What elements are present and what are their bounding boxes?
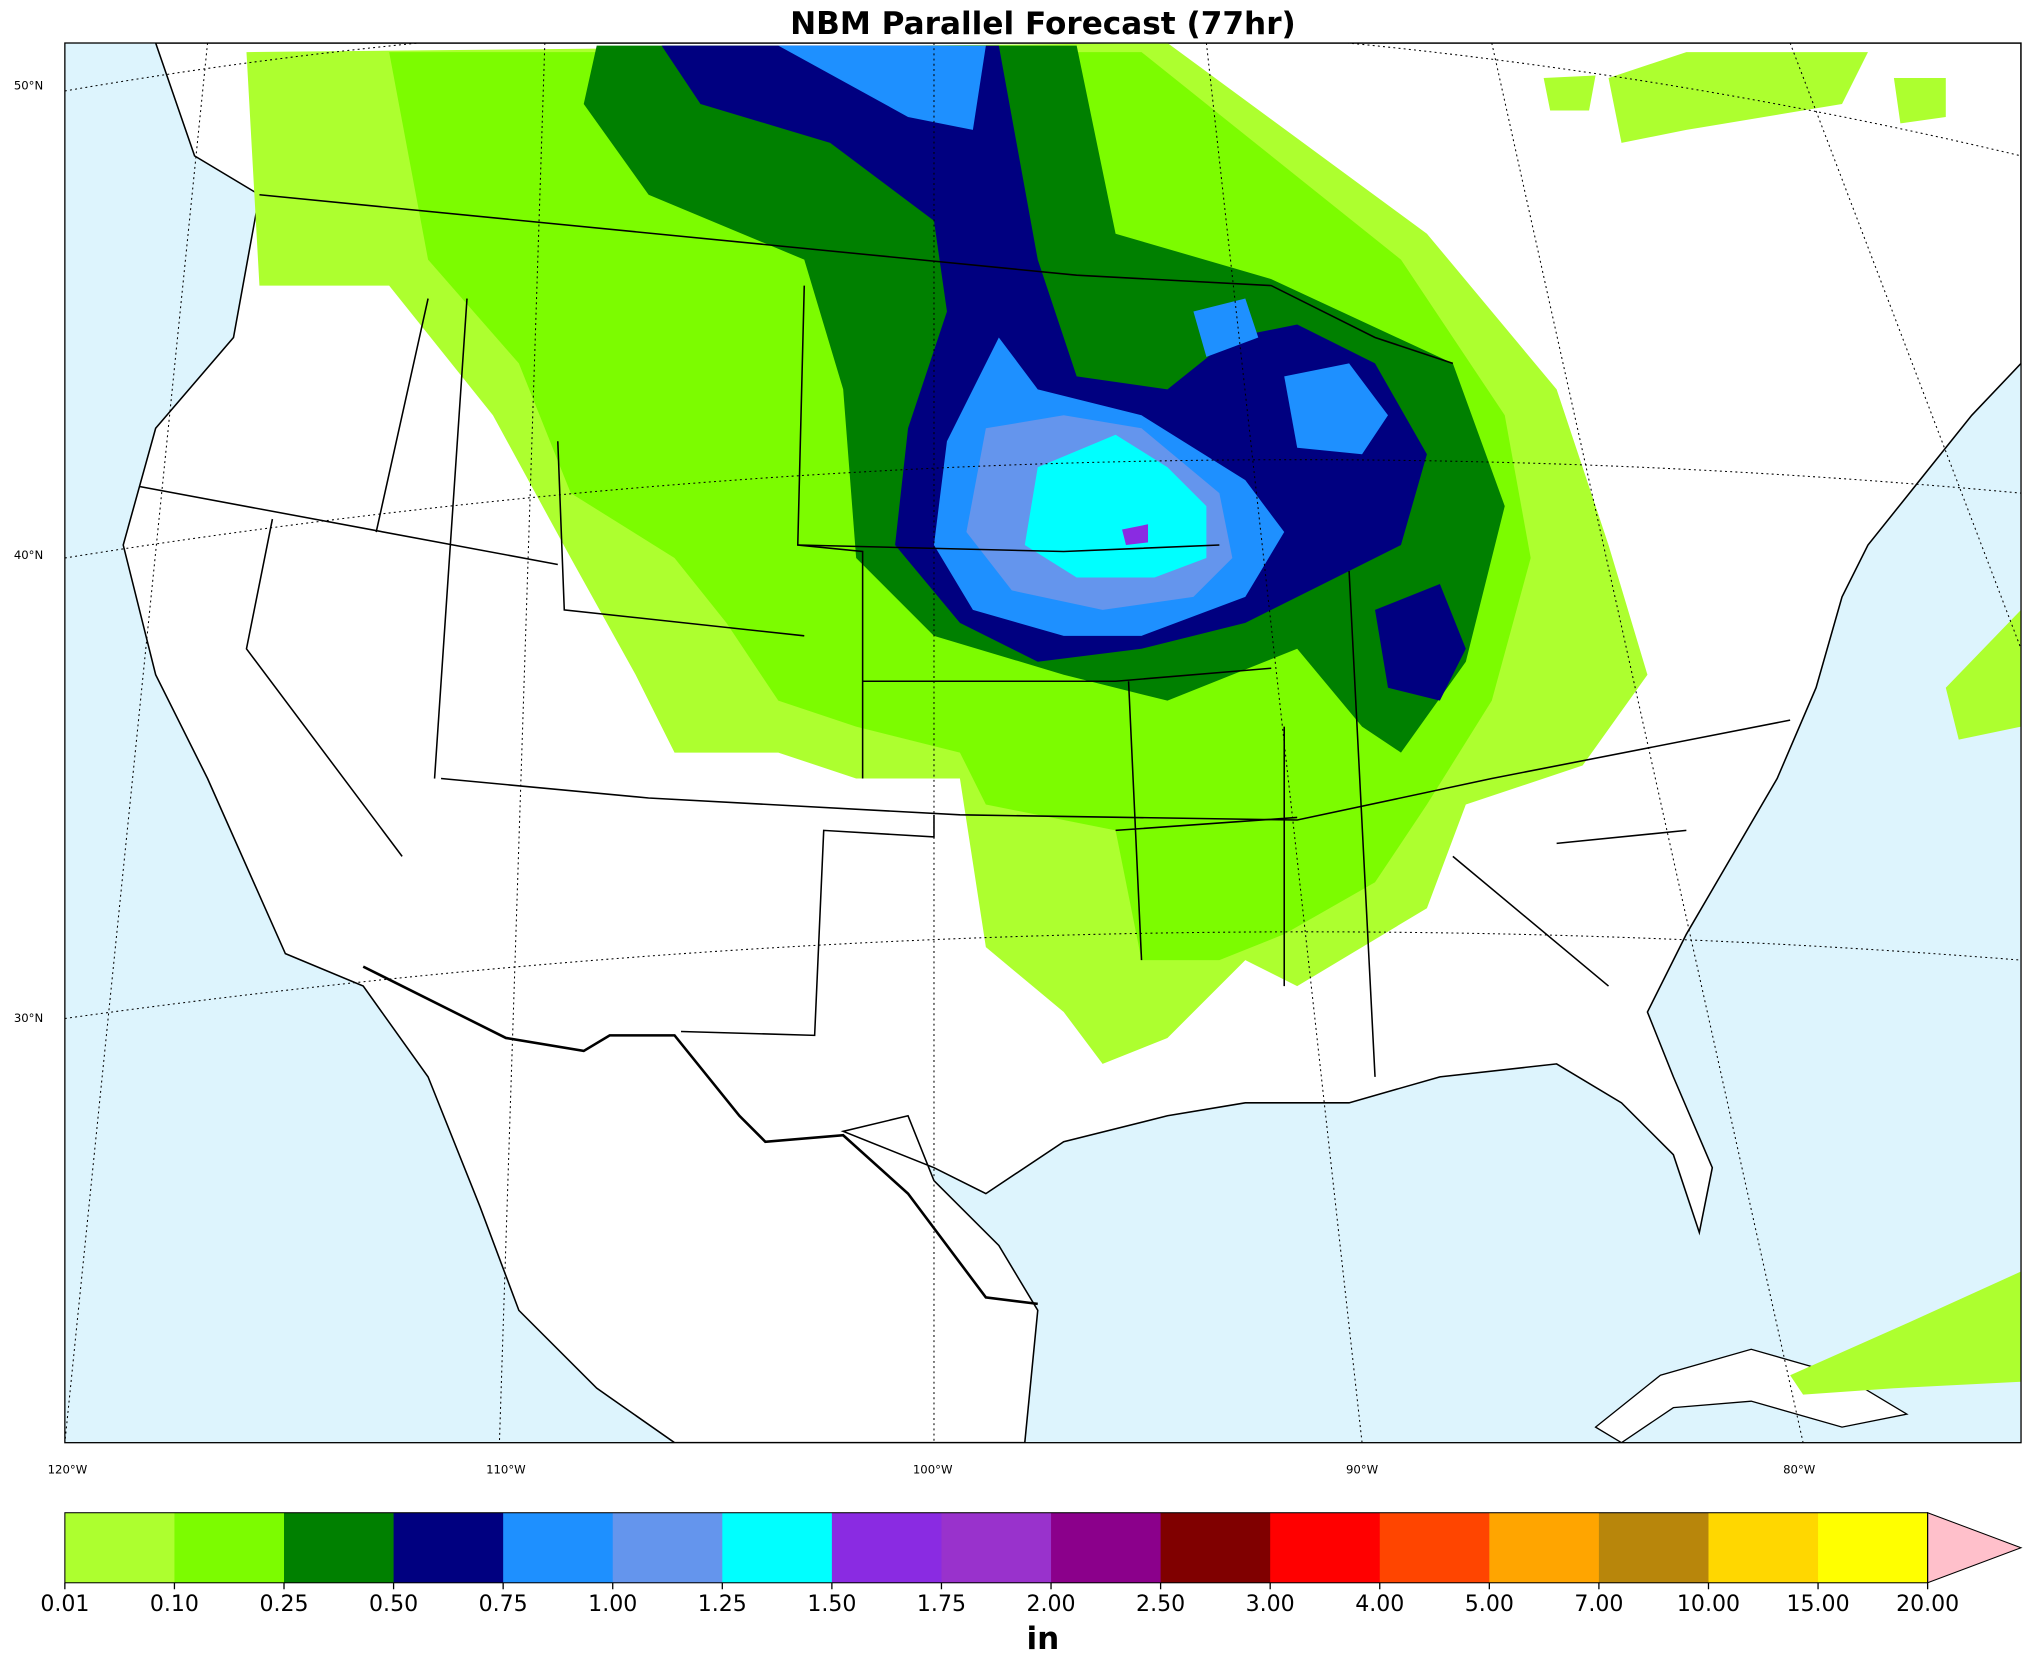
colorbar-segment [831, 1512, 942, 1583]
colorbar-segment [1818, 1512, 1929, 1583]
lat-label: 30°N [14, 1011, 43, 1025]
colorbar-segment [1489, 1512, 1600, 1583]
colorbar-tick-label: 1.75 [917, 1592, 966, 1617]
colorbar-tick-label: 15.00 [1786, 1592, 1849, 1617]
colorbar-segment [1160, 1512, 1271, 1583]
colorbar-tick-label: 7.00 [1574, 1592, 1623, 1617]
colorbar-segment [1598, 1512, 1709, 1583]
lon-label: 120°W [48, 1462, 88, 1476]
state-borders [139, 194, 1791, 1306]
colorbar-segment [722, 1512, 833, 1583]
colorbar-segment [393, 1512, 504, 1583]
title: NBM Parallel Forecast (77hr) [790, 6, 1296, 42]
colorbar-tick-label: 1.00 [588, 1592, 637, 1617]
lon-label: 90°W [1346, 1462, 1379, 1476]
colorbar-segment [941, 1512, 1052, 1583]
colorbar-segment [64, 1512, 175, 1583]
map-frame [64, 42, 2022, 1444]
colorbar-tick-label: 20.00 [1896, 1592, 1959, 1617]
colorbar: 0.01 0.10 0.25 0.50 0.75 1.00 1.25 1.50 1.75 2.00… [40, 1511, 2023, 1617]
lon-label: 110°W [486, 1462, 526, 1476]
colorbar-outline [64, 1512, 1929, 1584]
colorbar-tick-label: 10.00 [1677, 1592, 1740, 1617]
lat-label: 50°N [14, 78, 43, 92]
colorbar-segment [1708, 1512, 1819, 1583]
colorbar-tick-label: 1.25 [698, 1592, 747, 1617]
lon-label: 80°W [1783, 1462, 1816, 1476]
colorbar-tick-label: 2.50 [1136, 1592, 1185, 1617]
colorbar-tick-label: 3.00 [1246, 1592, 1295, 1617]
colorbar-segment [612, 1512, 723, 1583]
colorbar-tick-label: 0.01 [40, 1592, 89, 1617]
colorbar-segment [1051, 1512, 1161, 1583]
colorbar-tick-label: 1.50 [807, 1592, 856, 1617]
colorbar-tick-label: 0.50 [369, 1592, 418, 1617]
colorbar-tick-label: 5.00 [1465, 1592, 1514, 1617]
lon-label: 100°W [913, 1462, 953, 1476]
colorbar-tick-label: 0.10 [150, 1592, 199, 1617]
lat-label: 40°N [14, 548, 43, 562]
graticule [64, 43, 2022, 1443]
colorbar-tick-label: 0.25 [259, 1592, 308, 1617]
colorbar-tick-label: 4.00 [1355, 1592, 1404, 1617]
colorbar-segment [503, 1512, 614, 1583]
colorbar-extend [1927, 1511, 2023, 1584]
colorbar-segment [284, 1512, 394, 1583]
colorbar-segment [1270, 1512, 1381, 1583]
map [64, 43, 2022, 1443]
colorbar-segment [174, 1512, 285, 1583]
colorbar-unit: in [1027, 1621, 1060, 1657]
colorbar-segment [1379, 1512, 1490, 1583]
colorbar-tick-label: 2.00 [1026, 1592, 1075, 1617]
colorbar-tick-label: 0.75 [479, 1592, 528, 1617]
